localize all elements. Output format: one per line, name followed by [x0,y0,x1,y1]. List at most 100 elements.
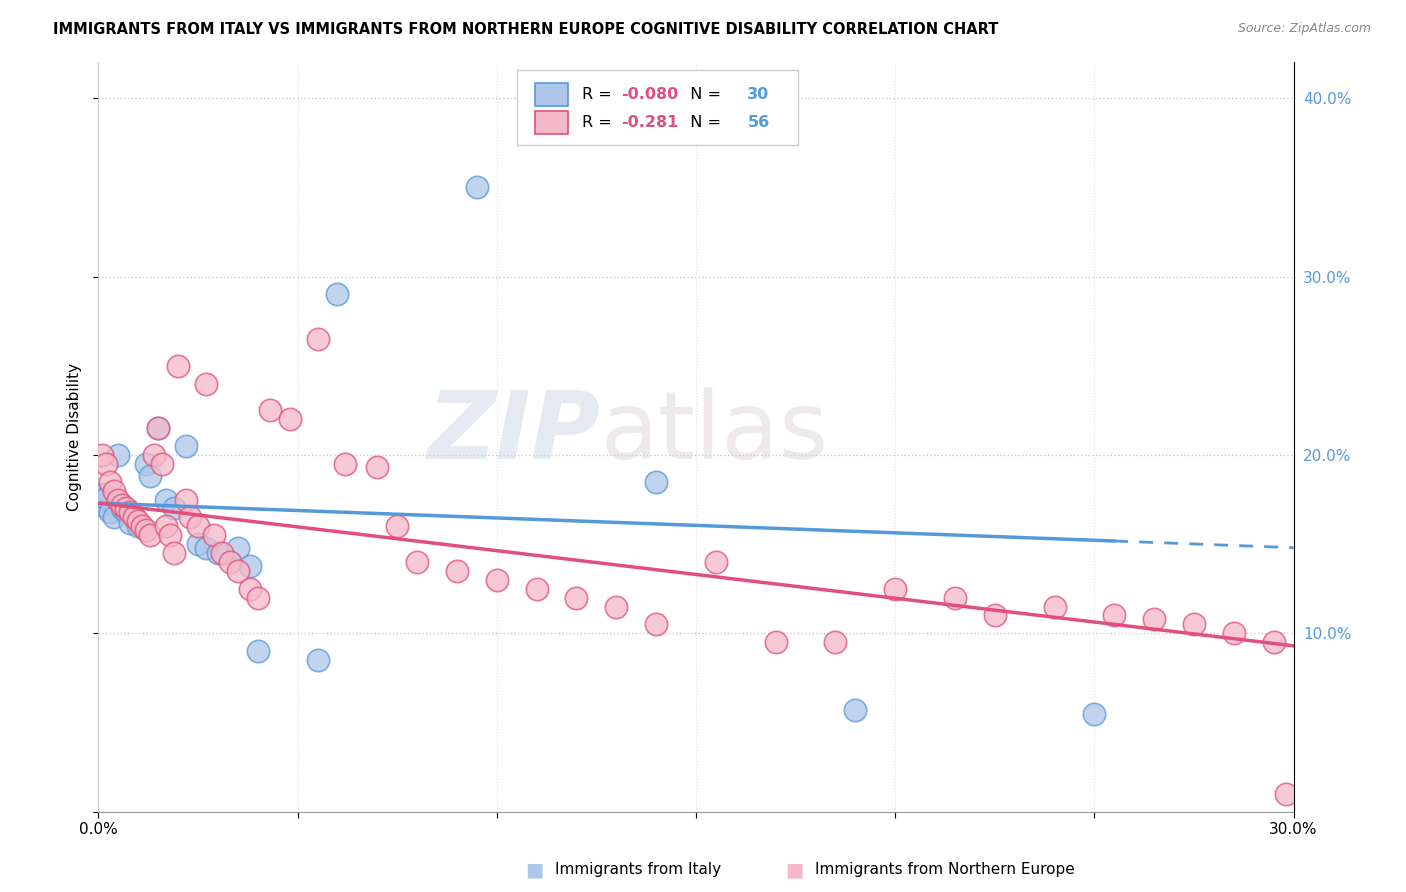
Point [159,528,181,542]
Point [278,412,301,426]
Text: -0.080: -0.080 [620,87,678,103]
Point [246,644,269,658]
Point [824,635,846,649]
Point [943,591,966,605]
Point [446,564,468,578]
Text: Immigrants from Italy: Immigrants from Italy [555,863,721,877]
Point [187,519,209,533]
Point [139,528,162,542]
Point [139,469,162,483]
Point [385,519,409,533]
Point [107,448,129,462]
Point [98,505,122,519]
Text: IMMIGRANTS FROM ITALY VS IMMIGRANTS FROM NORTHERN EUROPE COGNITIVE DISABILITY CO: IMMIGRANTS FROM ITALY VS IMMIGRANTS FROM… [53,22,998,37]
Text: N =: N = [681,115,727,130]
Point [124,510,146,524]
Point [704,555,727,569]
Point [111,498,134,512]
Text: ZIP: ZIP [427,387,600,479]
Point [246,591,269,605]
Point [765,635,787,649]
FancyBboxPatch shape [517,70,797,145]
Point [103,510,125,524]
Point [179,510,201,524]
Point [107,492,129,507]
Point [148,421,170,435]
Bar [534,112,568,134]
Point [605,599,627,614]
Point [485,573,508,587]
Text: 30: 30 [748,87,769,103]
Point [174,492,197,507]
Point [335,457,357,471]
Point [89,492,111,507]
Text: Immigrants from Northern Europe: Immigrants from Northern Europe [815,863,1076,877]
Point [226,564,249,578]
Text: Source: ZipAtlas.com: Source: ZipAtlas.com [1237,22,1371,36]
Point [259,403,281,417]
Point [1223,626,1246,640]
Point [207,546,229,560]
Point [326,287,349,301]
Point [1263,635,1285,649]
Point [115,501,138,516]
Point [174,439,197,453]
Point [127,514,149,528]
Point [226,541,249,555]
Text: R =: R = [582,115,617,130]
Text: -0.281: -0.281 [620,115,678,130]
Point [127,519,149,533]
Point [98,475,122,489]
Point [1143,612,1166,626]
Point [1274,787,1296,801]
Point [526,582,548,596]
Point [111,501,134,516]
Text: R =: R = [582,87,617,103]
Text: 56: 56 [748,115,769,130]
Point [565,591,588,605]
Point [307,332,329,346]
Point [93,487,115,501]
Point [645,475,668,489]
Point [148,421,170,435]
Text: atlas: atlas [600,387,828,479]
Point [96,491,118,505]
Point [195,541,218,555]
Point [202,528,225,542]
Point [167,359,190,373]
Point [187,537,209,551]
Point [135,457,157,471]
Point [143,448,166,462]
Point [211,546,233,560]
Point [219,555,242,569]
Point [91,448,114,462]
Point [163,501,186,516]
Y-axis label: Cognitive Disability: Cognitive Disability [67,363,83,511]
Point [131,519,153,533]
Point [239,558,262,573]
Point [1083,706,1105,721]
Text: ■: ■ [785,860,804,880]
Point [150,457,173,471]
Point [239,582,262,596]
Bar [534,84,568,106]
Point [195,376,218,391]
Point [366,460,388,475]
Point [844,703,866,717]
Point [155,492,177,507]
Point [406,555,429,569]
Point [91,498,114,512]
Text: N =: N = [681,87,727,103]
Point [1104,608,1126,623]
Point [163,546,186,560]
Point [1182,617,1205,632]
Point [884,582,907,596]
Point [120,505,142,519]
Point [120,516,142,530]
Point [96,457,118,471]
Point [465,180,488,194]
Point [135,523,157,537]
Point [307,653,329,667]
Point [124,510,146,524]
Point [984,608,1007,623]
